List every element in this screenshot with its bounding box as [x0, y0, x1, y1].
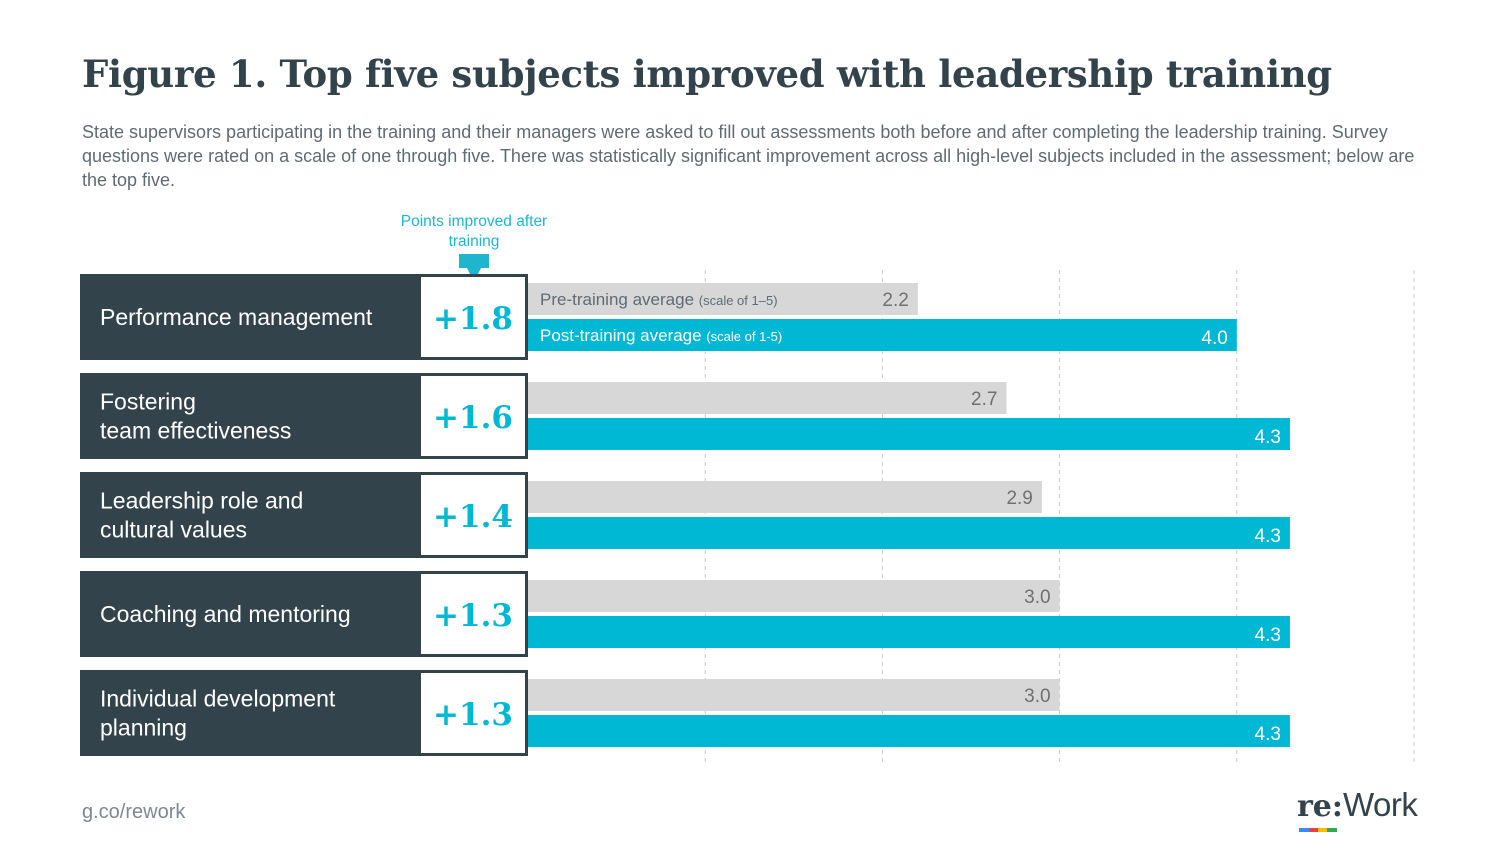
chart-subtitle: State supervisors participating in the t… — [82, 122, 1415, 190]
category-label-box — [80, 571, 418, 657]
improvement-value: +1.3 — [433, 598, 513, 634]
pre-training-value: 2.9 — [1006, 488, 1032, 509]
pre-training-value: 2.7 — [971, 389, 997, 410]
logo-color-bar — [1299, 828, 1337, 832]
pre-training-bar — [528, 283, 918, 315]
category-label: Fostering team effectiveness — [100, 389, 291, 444]
pointer-icon — [459, 254, 489, 282]
post-training-value: 4.0 — [1201, 328, 1227, 349]
category-label-box — [80, 472, 418, 558]
category-label-box — [80, 373, 418, 459]
pre-training-bar — [528, 382, 1007, 414]
improvement-box — [418, 373, 528, 459]
post-training-value: 4.3 — [1255, 625, 1281, 646]
pre-training-value: 2.2 — [882, 290, 908, 311]
post-training-bar — [528, 517, 1290, 549]
post-training-value: 4.3 — [1255, 724, 1281, 745]
post-training-bar — [528, 418, 1290, 450]
rework-logo: re:Work — [1297, 786, 1418, 832]
improvement-value: +1.6 — [433, 400, 513, 436]
logo-re: re: — [1297, 789, 1343, 824]
improvement-column-header: Points improved after training — [400, 213, 548, 250]
category-label: Coaching and mentoring — [100, 601, 351, 627]
post-training-bar — [528, 715, 1290, 747]
category-label: Leadership role and cultural values — [100, 488, 303, 543]
category-label: Performance management — [100, 304, 373, 330]
improvement-value: +1.3 — [433, 697, 513, 733]
pre-training-value: 3.0 — [1024, 587, 1050, 608]
chart-title: Figure 1. Top five subjects improved wit… — [82, 52, 1332, 96]
category-label: Individual development planning — [100, 686, 336, 741]
improvement-box — [418, 670, 528, 756]
improvement-box — [418, 472, 528, 558]
pre-training-series-label: Pre-training average (scale of 1–5) — [540, 290, 778, 309]
pre-training-bar — [528, 481, 1042, 513]
pre-training-bar — [528, 679, 1060, 711]
category-label-box — [80, 274, 418, 360]
post-training-value: 4.3 — [1255, 526, 1281, 547]
pre-training-bar — [528, 580, 1060, 612]
improvement-box — [418, 274, 528, 360]
post-training-bar — [528, 319, 1237, 351]
improvement-value: +1.8 — [433, 301, 513, 337]
post-training-value: 4.3 — [1255, 427, 1281, 448]
category-label-box — [80, 670, 418, 756]
footer-url[interactable]: g.co/rework — [82, 801, 186, 823]
post-training-series-label: Post-training average (scale of 1-5) — [540, 326, 782, 345]
pre-training-value: 3.0 — [1024, 686, 1050, 707]
post-training-bar — [528, 616, 1290, 648]
improvement-value: +1.4 — [433, 499, 513, 535]
improvement-box — [418, 571, 528, 657]
logo-work: Work — [1342, 786, 1418, 823]
